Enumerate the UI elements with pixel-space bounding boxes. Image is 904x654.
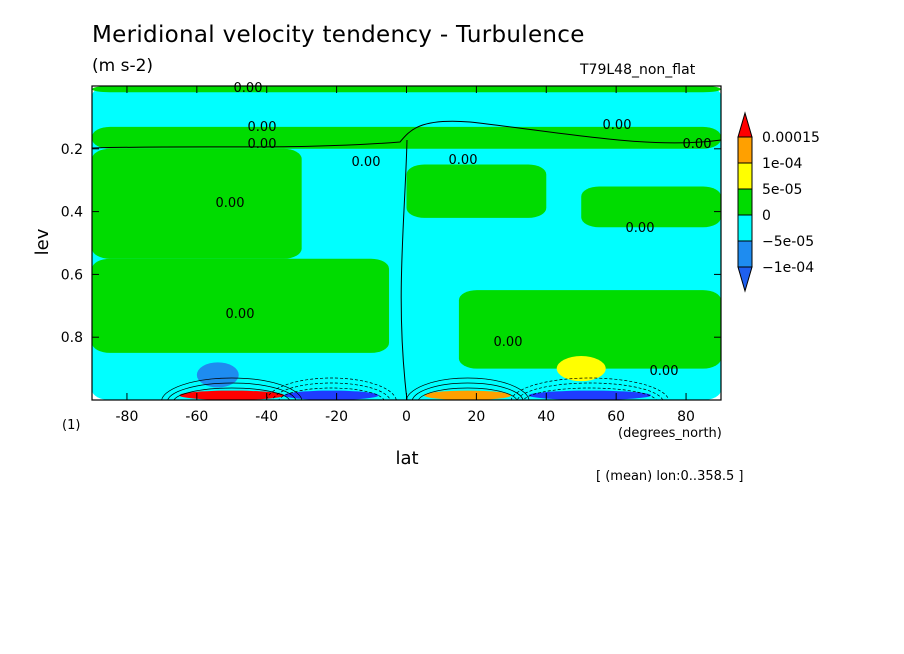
contour-line xyxy=(400,139,408,400)
contour-label: 0.00 xyxy=(603,118,632,133)
contour-line xyxy=(418,387,518,400)
contour-label: 0.00 xyxy=(626,221,655,236)
x-tick-label: 20 xyxy=(467,409,485,425)
colorbar: 0.00015 1e-04 5e-05 0 −5e-05 −1e-04 xyxy=(737,111,820,293)
colorbar-label: 0 xyxy=(762,208,771,224)
contour-label: 0.00 xyxy=(226,307,255,322)
y-units-note: (1) xyxy=(62,418,81,433)
field-region xyxy=(528,390,652,400)
contour-line xyxy=(266,377,397,400)
colorbar-segment xyxy=(737,162,753,190)
colorbar-label: 0.00015 xyxy=(762,130,820,146)
contour-line-layer xyxy=(92,120,721,400)
colorbar-arrow-bottom xyxy=(737,266,753,293)
x-tick-label: 60 xyxy=(607,409,625,425)
units-label: (m s-2) xyxy=(92,56,154,76)
colorbar-segment xyxy=(737,188,753,216)
x-tick-label: -40 xyxy=(255,409,278,425)
contour-label: 0.00 xyxy=(248,120,277,135)
contour-labels: 0.00 0.00 0.00 0.00 0.00 0.00 0.00 0.00 0.00 0.00… xyxy=(216,81,712,379)
field-region xyxy=(92,148,302,259)
colorbar-segment xyxy=(737,214,753,242)
field-region xyxy=(458,290,721,369)
y-tick-label: 0.4 xyxy=(61,205,83,221)
y-axis: 0.2 0.4 0.6 0.8 xyxy=(61,142,721,346)
contour-label: 0.00 xyxy=(248,137,277,152)
run-label: T79L48_non_flat xyxy=(580,62,696,78)
contour-line xyxy=(272,382,391,400)
contour-line xyxy=(161,377,303,400)
contour-label: 0.00 xyxy=(494,335,523,350)
contour-label: 0.00 xyxy=(683,137,712,152)
averaging-note: [ (mean) lon:0..358.5 ] xyxy=(596,469,744,484)
x-axis: -80 -60 -40 -20 0 20 40 60 80 xyxy=(116,86,695,425)
contour-line xyxy=(523,387,657,400)
contour-line xyxy=(411,382,524,400)
field-region xyxy=(406,164,547,218)
contour-label: 0.00 xyxy=(449,153,478,168)
field-region xyxy=(581,186,721,228)
contour-line xyxy=(516,382,664,400)
contour-fill-layer xyxy=(92,86,721,400)
contour-label: 0.00 xyxy=(352,155,381,170)
field-region xyxy=(92,126,721,149)
x-tick-label: -20 xyxy=(325,409,348,425)
field-region xyxy=(92,258,390,353)
field-region xyxy=(179,390,285,400)
contour-line xyxy=(405,377,530,400)
colorbar-segment xyxy=(737,240,753,268)
contour-line xyxy=(510,377,670,400)
x-tick-label: -80 xyxy=(116,409,139,425)
contour-line xyxy=(173,387,290,400)
y-tick-label: 0.6 xyxy=(61,267,83,283)
field-region xyxy=(423,390,512,400)
colorbar-label: −5e-05 xyxy=(762,234,814,250)
y-axis-label: lev xyxy=(32,228,53,255)
chart-title: Meridional velocity tendency - Turbulenc… xyxy=(92,22,585,48)
colorbar-label: −1e-04 xyxy=(762,260,814,276)
field-region xyxy=(196,362,239,388)
contour-line xyxy=(92,120,721,149)
colorbar-segment xyxy=(737,136,753,164)
contour-label: 0.00 xyxy=(650,364,679,379)
contour-label: 0.00 xyxy=(216,196,245,211)
contour-label: 0.00 xyxy=(234,81,263,96)
y-tick-label: 0.8 xyxy=(61,330,83,346)
field-region xyxy=(556,356,606,382)
colorbar-arrow-top xyxy=(737,111,753,138)
contour-line xyxy=(278,387,385,400)
x-tick-label: 80 xyxy=(677,409,695,425)
x-tick-label: 0 xyxy=(402,409,411,425)
x-tick-label: -60 xyxy=(185,409,208,425)
x-units-note: (degrees_north) xyxy=(618,426,722,441)
field-region xyxy=(284,390,379,400)
contour-line xyxy=(167,382,297,400)
colorbar-label: 1e-04 xyxy=(762,156,802,172)
x-tick-label: 40 xyxy=(537,409,555,425)
x-axis-label: lat xyxy=(395,448,418,469)
colorbar-label: 5e-05 xyxy=(762,182,802,198)
y-tick-label: 0.2 xyxy=(61,142,83,158)
